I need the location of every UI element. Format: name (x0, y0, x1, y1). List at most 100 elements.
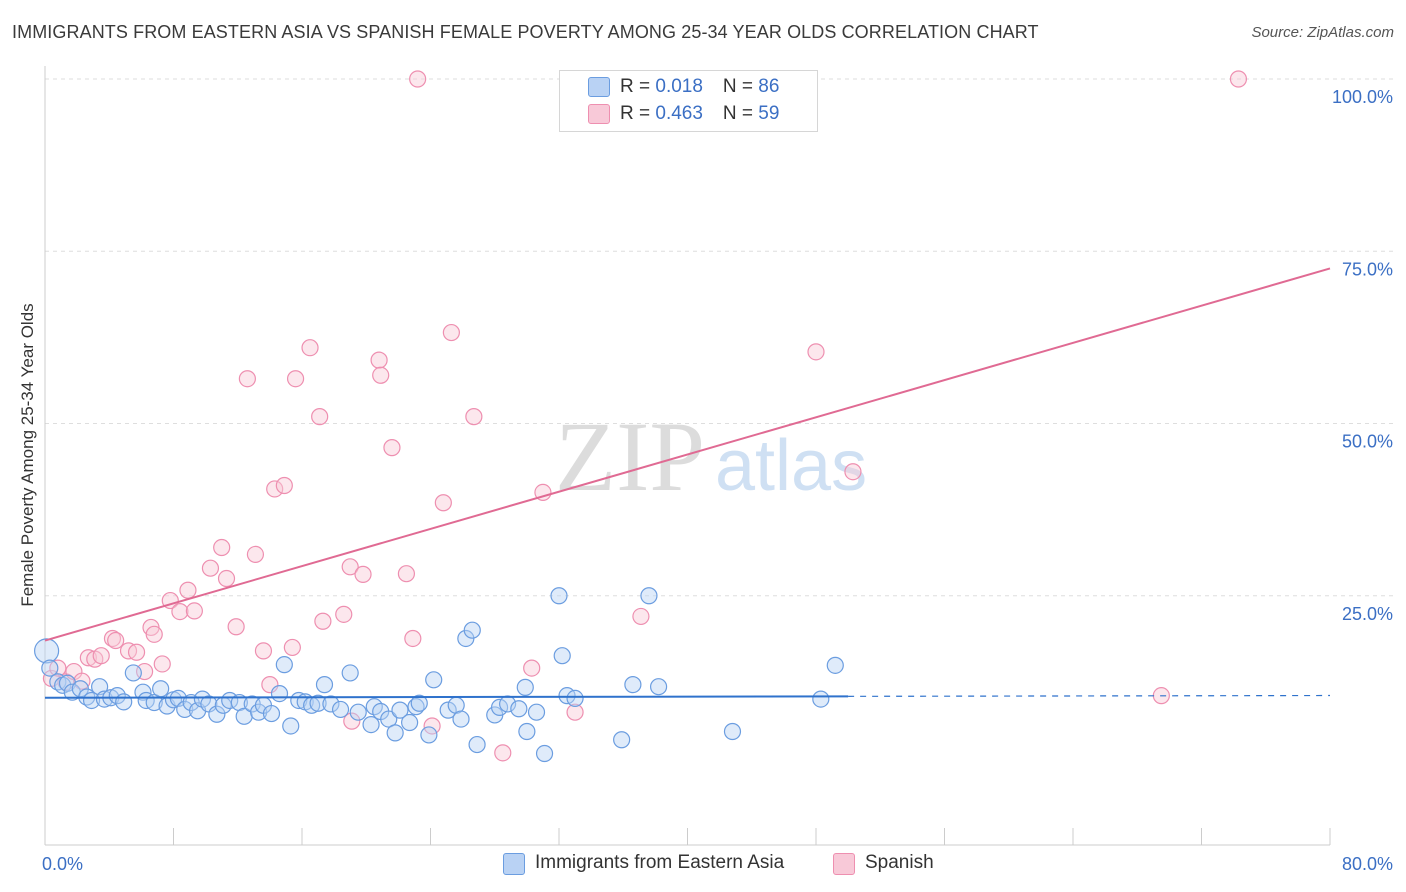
eastern-asia-point (95, 690, 114, 708)
spanish-point (213, 538, 231, 557)
spanish-point (343, 712, 361, 730)
y-axis-label: Female Poverty Among 25-34 Year Olds (18, 303, 37, 607)
spanish-point (127, 643, 146, 661)
watermark: ZIP atlas (555, 401, 867, 512)
r-label: R = (620, 103, 656, 124)
legend-label: Immigrants from Eastern Asia (535, 852, 785, 873)
spanish-trend-line (44, 267, 1331, 642)
spanish-point (311, 408, 329, 426)
axes (44, 66, 1331, 846)
eastern-asia-point (58, 674, 77, 692)
eastern-asia-point (420, 726, 438, 744)
legend-label: Spanish (865, 852, 934, 873)
spanish-point (409, 70, 427, 88)
y-tick-label: 100.0% (1332, 87, 1393, 107)
spanish-point (275, 476, 293, 495)
spanish-point (335, 605, 353, 623)
spanish-point (397, 565, 416, 583)
eastern-asia-point (341, 664, 359, 682)
eastern-asia-point (145, 693, 163, 712)
eastern-asia-point (208, 705, 226, 723)
eastern-asia-point (275, 656, 293, 674)
spanish-point (286, 370, 305, 388)
spanish-point (217, 569, 236, 588)
eastern-asia-point (401, 713, 419, 732)
spanish-point (844, 463, 862, 481)
spanish-point (523, 659, 541, 677)
eastern-asia-point (262, 704, 281, 723)
spanish-point (238, 370, 256, 388)
eastern-asia-point (322, 695, 340, 713)
spanish-point (185, 602, 203, 620)
spanish-point (632, 607, 650, 626)
r-label: R = (620, 76, 656, 97)
eastern-asia-point (391, 701, 409, 719)
eastern-asia-point (270, 684, 289, 703)
eastern-asia-point (550, 587, 568, 605)
spanish-point (107, 631, 125, 650)
x-tick-label-max: 80.0% (1342, 854, 1393, 874)
legend-swatch-pink (833, 853, 855, 875)
eastern-asia-point (362, 715, 380, 734)
n-label: N = (722, 103, 759, 124)
eastern-asia-point (108, 687, 126, 705)
spanish-point (372, 366, 390, 384)
eastern-asia-trend-line (44, 695, 849, 699)
spanish-point (314, 612, 332, 630)
n-label: N = (722, 76, 759, 97)
y-tick-label: 75.0% (1342, 259, 1393, 279)
eastern-asia-point (309, 694, 327, 712)
legend-swatch-pink (588, 104, 610, 124)
eastern-asia-point (282, 717, 300, 735)
watermark-atlas: atlas (715, 426, 867, 506)
spanish-point (92, 647, 110, 665)
legend-text: R = 0.463 N = 59 (620, 101, 779, 127)
eastern-asia-point (613, 731, 631, 749)
eastern-asia-point (152, 680, 170, 698)
r-value: 0.018 (655, 76, 703, 97)
eastern-asia-point (124, 664, 142, 682)
spanish-point (383, 439, 401, 457)
spanish-point (79, 649, 97, 667)
n-value: 59 (758, 103, 780, 124)
spanish-point (145, 625, 163, 643)
spanish-point (283, 638, 301, 657)
r-value: 0.463 (655, 103, 703, 124)
eastern-asia-point (463, 621, 481, 639)
eastern-asia-point (510, 700, 528, 718)
eastern-asia-point (535, 744, 554, 763)
spanish-point (566, 703, 584, 721)
spanish-point (465, 408, 483, 426)
spanish-point (153, 655, 171, 673)
y-tick-label: 25.0% (1342, 604, 1393, 624)
eastern-asia-point (331, 700, 350, 719)
eastern-asia-point (410, 694, 428, 712)
spanish-point (370, 351, 388, 369)
eastern-asia-trend-extension (848, 694, 1331, 697)
eastern-asia-point (380, 710, 398, 728)
eastern-asia-point (425, 671, 443, 689)
eastern-asia-point (527, 703, 546, 721)
spanish-point (341, 558, 359, 576)
spanish-point (266, 480, 284, 498)
spanish-point (1229, 70, 1248, 88)
spanish-point (171, 602, 189, 621)
x-tick-label-min: 0.0% (42, 854, 83, 874)
eastern-asia-point (439, 701, 457, 719)
spanish-point (404, 629, 422, 648)
eastern-asia-point (452, 710, 470, 728)
eastern-asia-point (115, 693, 133, 711)
spanish-point (442, 323, 460, 342)
grid-lines (45, 78, 1395, 597)
chart-title: IMMIGRANTS FROM EASTERN ASIA VS SPANISH … (12, 22, 1039, 42)
spanish-point (807, 343, 825, 361)
eastern-asia-point (812, 690, 830, 708)
n-value: 86 (758, 76, 780, 97)
spanish-point (254, 642, 273, 660)
tick-labels: 25.0% 50.0% 75.0% 100.0% 0.0% 80.0% (42, 87, 1393, 874)
spanish-point (354, 565, 372, 583)
eastern-asia-point (553, 647, 571, 665)
spanish-point (227, 618, 245, 636)
eastern-asia-point (723, 722, 742, 741)
